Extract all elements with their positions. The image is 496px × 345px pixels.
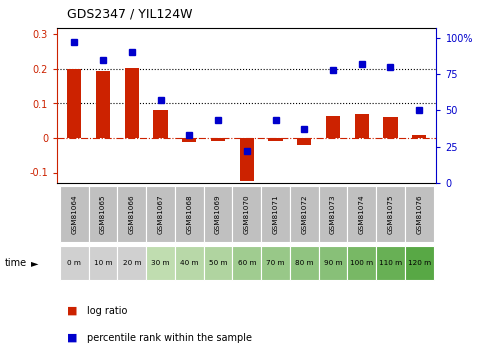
Bar (67, 69, 81, 138)
Text: GSM81070: GSM81070 (244, 194, 250, 234)
Bar (412, 135, 427, 138)
Text: 100 m: 100 m (350, 260, 373, 266)
FancyBboxPatch shape (290, 246, 318, 280)
FancyBboxPatch shape (60, 246, 89, 280)
Text: 0 m: 0 m (67, 260, 81, 266)
FancyBboxPatch shape (318, 246, 347, 280)
Text: GSM81071: GSM81071 (272, 194, 279, 234)
Bar (355, 114, 369, 138)
FancyBboxPatch shape (405, 186, 434, 242)
FancyBboxPatch shape (233, 246, 261, 280)
FancyBboxPatch shape (204, 246, 233, 280)
Text: 80 m: 80 m (295, 260, 313, 266)
FancyBboxPatch shape (175, 246, 204, 280)
Text: GSM81072: GSM81072 (301, 194, 307, 234)
Bar (297, 138, 311, 145)
FancyBboxPatch shape (233, 186, 261, 242)
FancyBboxPatch shape (261, 246, 290, 280)
Text: ►: ► (31, 258, 38, 268)
FancyBboxPatch shape (376, 246, 405, 280)
Text: 70 m: 70 m (266, 260, 285, 266)
Bar (182, 138, 196, 142)
Text: 40 m: 40 m (180, 260, 198, 266)
Text: 120 m: 120 m (408, 260, 431, 266)
FancyBboxPatch shape (89, 186, 118, 242)
Text: GSM81064: GSM81064 (71, 194, 77, 234)
Text: GSM81068: GSM81068 (186, 194, 192, 234)
Text: GSM81069: GSM81069 (215, 194, 221, 234)
FancyBboxPatch shape (204, 186, 233, 242)
Text: time: time (5, 258, 27, 268)
FancyBboxPatch shape (261, 186, 290, 242)
Text: percentile rank within the sample: percentile rank within the sample (87, 333, 252, 343)
Text: 50 m: 50 m (209, 260, 227, 266)
Text: 10 m: 10 m (94, 260, 112, 266)
Text: 30 m: 30 m (151, 260, 170, 266)
FancyBboxPatch shape (118, 186, 146, 242)
Text: GSM81075: GSM81075 (387, 194, 393, 234)
FancyBboxPatch shape (60, 186, 89, 242)
FancyBboxPatch shape (146, 186, 175, 242)
Bar (211, 138, 225, 141)
FancyBboxPatch shape (318, 186, 347, 242)
Text: GSM81065: GSM81065 (100, 194, 106, 234)
Text: ■: ■ (67, 306, 77, 315)
FancyBboxPatch shape (347, 186, 376, 242)
Bar (124, 68, 139, 138)
Text: 110 m: 110 m (379, 260, 402, 266)
Text: GDS2347 / YIL124W: GDS2347 / YIL124W (67, 8, 192, 21)
Text: log ratio: log ratio (87, 306, 127, 315)
Bar (268, 138, 283, 141)
Text: GSM81076: GSM81076 (416, 194, 422, 234)
Text: ■: ■ (67, 333, 77, 343)
FancyBboxPatch shape (376, 186, 405, 242)
Text: GSM81074: GSM81074 (359, 194, 365, 234)
FancyBboxPatch shape (175, 186, 204, 242)
FancyBboxPatch shape (146, 246, 175, 280)
Text: 20 m: 20 m (123, 260, 141, 266)
FancyBboxPatch shape (118, 246, 146, 280)
Text: 60 m: 60 m (238, 260, 256, 266)
Bar (153, 110, 168, 138)
Bar (326, 116, 340, 138)
Bar (96, 71, 110, 138)
Bar (383, 117, 398, 138)
FancyBboxPatch shape (347, 246, 376, 280)
Text: GSM81073: GSM81073 (330, 194, 336, 234)
Text: GSM81066: GSM81066 (129, 194, 135, 234)
Bar (240, 138, 254, 181)
Text: 90 m: 90 m (324, 260, 342, 266)
FancyBboxPatch shape (290, 186, 318, 242)
Text: GSM81067: GSM81067 (158, 194, 164, 234)
FancyBboxPatch shape (405, 246, 434, 280)
FancyBboxPatch shape (89, 246, 118, 280)
